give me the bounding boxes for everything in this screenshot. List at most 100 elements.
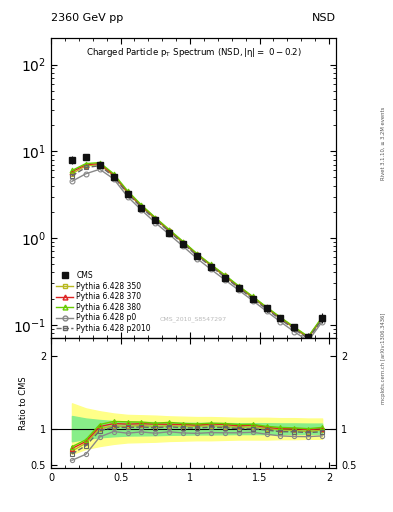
Pythia 6.428 380 [70, 167, 74, 174]
Pythia 6.428 p0 [306, 338, 310, 344]
Pythia 6.428 370 [195, 251, 199, 258]
Pythia 6.428 350 [222, 273, 227, 280]
Text: CMS_2010_S8547297: CMS_2010_S8547297 [160, 316, 227, 322]
Pythia 6.428 380 [236, 283, 241, 289]
Pythia 6.428 370 [83, 162, 88, 168]
Pythia 6.428 p0 [83, 170, 88, 177]
Pythia 6.428 350 [70, 170, 74, 177]
Pythia 6.428 p0 [181, 243, 185, 249]
Pythia 6.428 350 [83, 163, 88, 169]
Pythia 6.428 p2010 [181, 241, 185, 247]
Pythia 6.428 p2010 [167, 229, 172, 235]
Pythia 6.428 380 [139, 202, 144, 208]
Y-axis label: Ratio to CMS: Ratio to CMS [19, 376, 28, 430]
Pythia 6.428 p2010 [111, 174, 116, 180]
Pythia 6.428 p0 [167, 231, 172, 238]
Pythia 6.428 p2010 [250, 295, 255, 302]
Pythia 6.428 380 [209, 262, 213, 268]
Pythia 6.428 p2010 [209, 263, 213, 269]
Pythia 6.428 p0 [195, 255, 199, 262]
Pythia 6.428 p0 [111, 176, 116, 182]
Pythia 6.428 p2010 [278, 316, 283, 323]
Pythia 6.428 p0 [264, 308, 269, 314]
Pythia 6.428 p0 [236, 287, 241, 293]
Pythia 6.428 p2010 [97, 163, 102, 169]
Pythia 6.428 380 [181, 239, 185, 245]
Pythia 6.428 380 [264, 304, 269, 310]
Pythia 6.428 p0 [320, 319, 325, 325]
Pythia 6.428 350 [292, 325, 297, 331]
Pythia 6.428 p0 [292, 329, 297, 335]
Pythia 6.428 380 [167, 226, 172, 232]
Text: 2360 GeV pp: 2360 GeV pp [51, 13, 123, 23]
Pythia 6.428 p2010 [264, 306, 269, 312]
Pythia 6.428 350 [306, 335, 310, 341]
Pythia 6.428 370 [181, 239, 185, 245]
Pythia 6.428 370 [236, 284, 241, 290]
Pythia 6.428 380 [153, 215, 158, 221]
Pythia 6.428 350 [250, 294, 255, 301]
Pythia 6.428 370 [167, 227, 172, 233]
Line: Pythia 6.428 350: Pythia 6.428 350 [70, 162, 325, 340]
Pythia 6.428 350 [236, 284, 241, 290]
Pythia 6.428 p2010 [195, 252, 199, 259]
Pythia 6.428 p0 [70, 178, 74, 184]
Pythia 6.428 p0 [222, 276, 227, 283]
Pythia 6.428 350 [209, 263, 213, 269]
Pythia 6.428 370 [264, 305, 269, 311]
Pythia 6.428 p2010 [125, 190, 130, 197]
Pythia 6.428 370 [139, 203, 144, 209]
Pythia 6.428 p0 [97, 166, 102, 173]
Line: Pythia 6.428 370: Pythia 6.428 370 [70, 161, 325, 339]
Pythia 6.428 p2010 [222, 274, 227, 280]
Pythia 6.428 350 [181, 240, 185, 246]
Pythia 6.428 p0 [139, 207, 144, 213]
Line: Pythia 6.428 p0: Pythia 6.428 p0 [70, 167, 325, 344]
Pythia 6.428 p0 [250, 297, 255, 304]
Pythia 6.428 370 [209, 262, 213, 268]
Pythia 6.428 350 [278, 315, 283, 322]
Text: Rivet 3.1.10, ≥ 3.2M events: Rivet 3.1.10, ≥ 3.2M events [381, 106, 386, 180]
Pythia 6.428 350 [153, 216, 158, 222]
Pythia 6.428 p0 [278, 319, 283, 325]
Pythia 6.428 p2010 [153, 217, 158, 223]
Pythia 6.428 370 [292, 325, 297, 331]
Pythia 6.428 370 [153, 215, 158, 221]
Pythia 6.428 p0 [209, 266, 213, 272]
Pythia 6.428 380 [97, 160, 102, 166]
Pythia 6.428 380 [222, 272, 227, 278]
Pythia 6.428 350 [139, 204, 144, 210]
Pythia 6.428 p2010 [139, 204, 144, 210]
Pythia 6.428 p2010 [83, 164, 88, 170]
Pythia 6.428 350 [125, 190, 130, 196]
Pythia 6.428 p0 [153, 220, 158, 226]
Text: Charged Particle $\mathregular{p_T}$ Spectrum $\mathregular{(NSD, |\eta| =\ 0 - : Charged Particle $\mathregular{p_T}$ Spe… [86, 46, 301, 59]
Pythia 6.428 370 [125, 189, 130, 195]
Pythia 6.428 350 [195, 252, 199, 258]
Line: Pythia 6.428 p2010: Pythia 6.428 p2010 [70, 163, 325, 341]
Pythia 6.428 370 [278, 315, 283, 321]
Pythia 6.428 370 [70, 168, 74, 175]
Text: NSD: NSD [312, 13, 336, 23]
Pythia 6.428 p2010 [306, 336, 310, 342]
Pythia 6.428 380 [278, 314, 283, 321]
Pythia 6.428 380 [306, 333, 310, 339]
Pythia 6.428 370 [306, 334, 310, 340]
Pythia 6.428 380 [320, 314, 325, 321]
Pythia 6.428 p2010 [236, 285, 241, 291]
Pythia 6.428 p2010 [320, 316, 325, 323]
Pythia 6.428 p2010 [70, 173, 74, 179]
Pythia 6.428 380 [195, 250, 199, 257]
Pythia 6.428 370 [222, 272, 227, 279]
Pythia 6.428 370 [111, 172, 116, 178]
Line: Pythia 6.428 380: Pythia 6.428 380 [70, 160, 325, 339]
Pythia 6.428 350 [264, 305, 269, 311]
Pythia 6.428 350 [167, 228, 172, 234]
Pythia 6.428 350 [97, 162, 102, 168]
Pythia 6.428 p0 [125, 194, 130, 200]
Pythia 6.428 380 [111, 170, 116, 177]
Pythia 6.428 380 [250, 293, 255, 300]
Pythia 6.428 380 [83, 161, 88, 167]
Pythia 6.428 350 [111, 173, 116, 179]
Pythia 6.428 370 [250, 294, 255, 300]
